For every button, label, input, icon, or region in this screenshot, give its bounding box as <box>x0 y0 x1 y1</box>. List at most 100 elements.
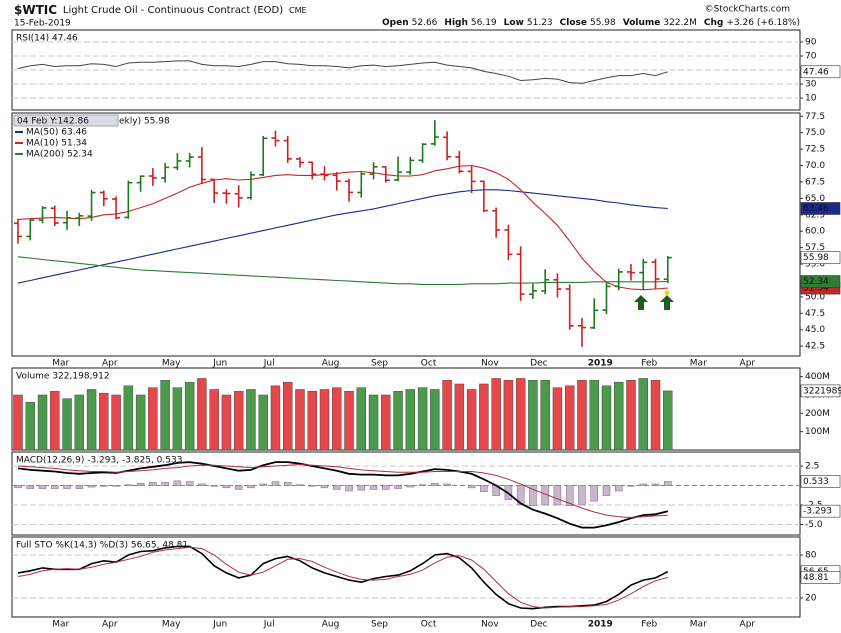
quote-label: Open <box>382 18 409 28</box>
histogram-bar <box>639 483 648 486</box>
panel-title: Full STO %K(14,3) %D(3) 56.65, 48.81 <box>16 541 188 551</box>
line <box>17 189 668 284</box>
histogram-bar <box>136 482 145 486</box>
histogram-bar <box>590 485 598 502</box>
volume-bar <box>172 387 183 451</box>
volume-bar <box>184 381 195 451</box>
y-tick-label: 62.5 <box>805 210 825 220</box>
volume-bar <box>454 383 465 451</box>
histogram-bar <box>26 485 35 489</box>
volume-bar <box>381 394 391 451</box>
histogram-bar <box>418 484 427 486</box>
y-tick-label: 75.0 <box>805 128 825 138</box>
volume-bar <box>356 387 366 451</box>
quote-value: 55.98 <box>590 18 616 28</box>
value-box <box>800 571 841 584</box>
histogram-bar <box>529 485 537 507</box>
volume-bar <box>197 378 207 451</box>
quote-label: Low <box>504 18 524 28</box>
volume-bar <box>368 394 379 451</box>
y-tick-label: 90 <box>805 37 817 47</box>
histogram-bar <box>578 485 586 506</box>
volume-bar <box>135 394 146 451</box>
volume-bar <box>577 380 587 451</box>
y-tick-label: 400M <box>805 372 830 382</box>
volume-bar <box>650 380 661 451</box>
legend-label: MA(200) 52.34 <box>26 150 93 160</box>
x-tick-label: Jul <box>263 620 275 630</box>
brand: ©StockCharts.com <box>705 5 790 15</box>
symbol: $WTIC <box>14 3 57 17</box>
histogram-bar <box>333 485 341 490</box>
y-tick-label: 72.5 <box>805 145 825 155</box>
quote-label: Chg <box>704 18 723 28</box>
line <box>17 60 668 84</box>
value-box-label: 0.533 <box>803 477 829 487</box>
x-tick-label: Apr <box>740 620 756 630</box>
x-tick-label: May <box>162 359 181 369</box>
volume-bar <box>528 380 538 451</box>
panel-title: MACD(12,26,9) -3.293, -3.825, 0.533 <box>16 456 182 466</box>
y-tick-label: 70.0 <box>805 161 825 171</box>
volume-bar <box>246 389 256 451</box>
x-tick-label: 2019 <box>588 620 613 630</box>
histogram-bar <box>467 485 476 489</box>
event-marker <box>664 290 670 296</box>
histogram-bar <box>443 483 451 486</box>
quote-value: 322.2M <box>663 18 697 28</box>
x-tick-label: Feb <box>641 620 657 630</box>
volume-bar <box>405 389 416 451</box>
value-box-label: 52.34 <box>803 277 829 287</box>
y-tick-label: 100M <box>805 427 830 437</box>
histogram-bar <box>271 481 280 486</box>
histogram-bar <box>51 485 59 489</box>
line <box>17 164 668 291</box>
x-tick-label: Oct <box>421 359 437 369</box>
histogram-bar <box>124 484 133 486</box>
histogram-bar <box>516 485 525 506</box>
histogram-bar <box>406 485 415 488</box>
volume-bar <box>319 389 330 451</box>
histogram-bar <box>234 485 243 490</box>
quote-label: Volume <box>623 18 661 28</box>
value-box-label: -3.293 <box>803 507 832 517</box>
value-box-label: 3221989 <box>803 386 841 396</box>
volume-bar <box>332 387 342 451</box>
volume-bar <box>160 380 170 451</box>
volume-bar <box>99 392 109 451</box>
histogram-bar <box>173 480 182 486</box>
value-box-label: 63.46 <box>803 204 829 214</box>
histogram-bar <box>161 482 169 486</box>
x-tick-label: Feb <box>641 359 657 369</box>
histogram-bar <box>627 485 635 487</box>
panel-title: Volume 322,198,912 <box>16 372 110 382</box>
histogram-bar <box>210 485 218 487</box>
y-tick-label: 77.5 <box>805 112 825 122</box>
quote-value: 56.19 <box>471 18 497 28</box>
histogram-bar <box>394 485 402 489</box>
histogram-bar <box>382 485 390 490</box>
x-tick-label: 2019 <box>588 359 613 369</box>
histogram-bar <box>87 485 96 488</box>
volume-bar <box>663 390 673 451</box>
quote-line: Open 52.66 High 56.19 Low 51.23 Close 55.98 Volu… <box>382 18 800 28</box>
y-tick-label: -5.0 <box>805 520 823 530</box>
quote-value: 51.23 <box>527 18 553 28</box>
volume-bar <box>123 385 134 451</box>
x-tick-label: Mar <box>52 359 69 369</box>
volume-bar <box>307 391 317 451</box>
x-tick-label: Sep <box>371 620 388 630</box>
volume-bar <box>295 389 305 451</box>
volume-bar <box>614 381 624 451</box>
histogram-bar <box>75 485 84 489</box>
exchange: CME <box>289 6 307 15</box>
quote-value: 52.66 <box>412 18 438 28</box>
signal-arrows <box>634 290 674 310</box>
value-box <box>800 65 841 79</box>
histogram-bar <box>480 485 488 492</box>
volume-bar <box>503 380 514 451</box>
panel-frame <box>11 536 801 618</box>
y-tick-label: 67.5 <box>805 177 825 187</box>
x-tick-label: Mar <box>690 359 707 369</box>
